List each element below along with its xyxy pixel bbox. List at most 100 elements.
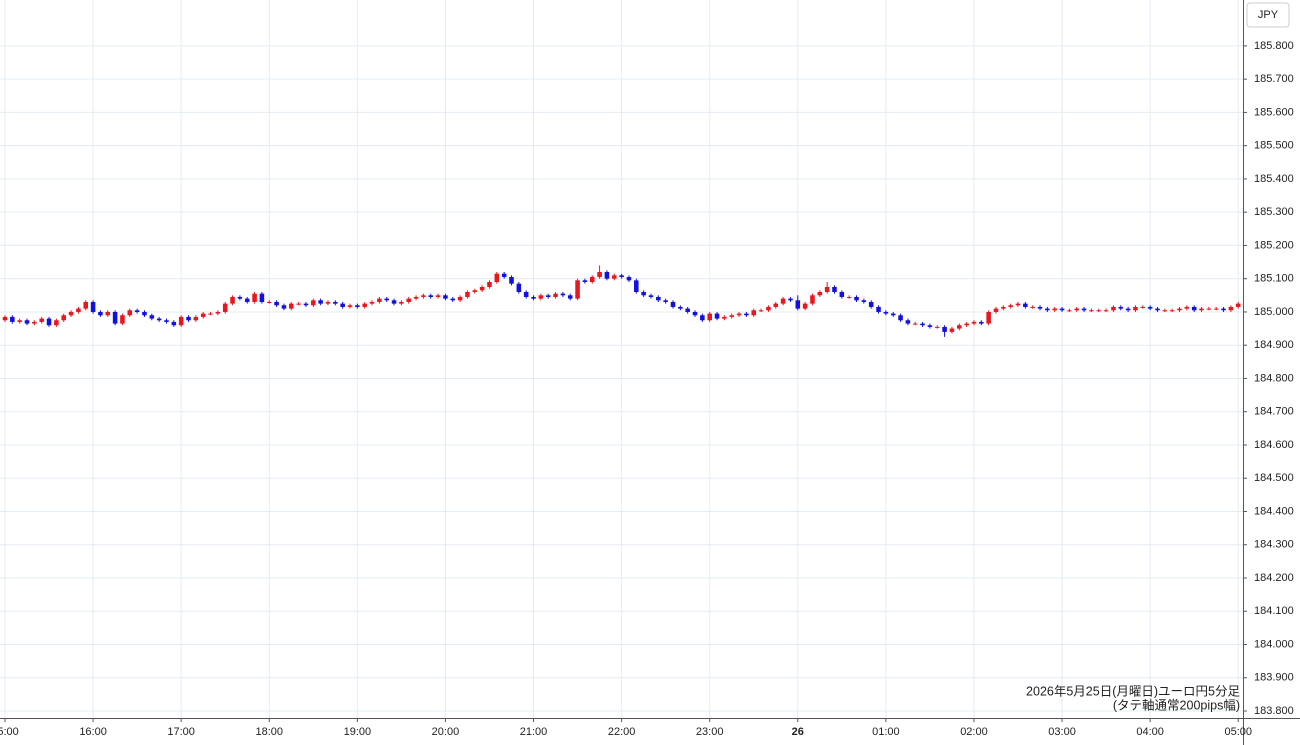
candle-body [993,308,999,312]
candle-body [766,306,771,311]
candle-body [149,315,155,319]
candle-body [575,280,580,299]
candle-body [597,272,602,278]
candle-body [1213,308,1219,310]
candle-body [1235,303,1241,307]
candle-body [421,295,426,297]
candle-body [509,277,514,284]
candle-body [208,313,213,315]
y-tick-label: 185.500 [1254,140,1294,152]
candle-body [406,298,412,302]
candle-body [817,291,823,296]
x-tick-label: 03:00 [1048,726,1076,738]
candle-body [1140,306,1146,308]
y-tick-label: 184.100 [1254,605,1294,617]
candle-body [340,303,345,307]
candle-body [531,296,536,299]
candle-body [1052,308,1057,311]
candle-body [487,282,492,288]
y-tick-label: 184.200 [1254,572,1294,584]
candle-body [1074,308,1080,311]
candle-body [663,300,668,302]
candle-body [1184,306,1190,309]
candle-body [810,295,815,304]
candle-body [553,293,558,297]
candle-body [1067,310,1072,312]
candle-body [802,303,808,309]
y-tick-label: 183.900 [1254,672,1294,684]
x-tick-label: 20:00 [432,726,460,738]
y-tick-label: 185.700 [1254,73,1294,85]
candle-body [399,301,404,304]
candle-body [200,313,206,317]
candle-body [1030,306,1035,308]
candle-body [311,300,316,306]
axes: 183.800 183.900 184.000 184.100 184.200 184.3… [0,40,1294,738]
candle-body [971,321,977,324]
annotation: 2026年5月25日(月曜日)ユーロ円5分足 [1026,684,1240,698]
candle-body [142,311,147,316]
x-tick-label: 15:00 [0,726,19,738]
candle-body [186,316,191,321]
candle-body [164,320,169,322]
candle-body [333,301,338,304]
y-tick-label: 184.300 [1254,539,1294,551]
candle-body [457,296,463,301]
candle-body [1177,308,1182,311]
candle-body [450,298,456,301]
x-tick-label: 23:00 [696,726,724,738]
candle-body [795,300,801,309]
candle-body [90,301,96,312]
candle-body [465,291,470,297]
currency-label: JPY [1258,9,1279,21]
candle-body [890,313,896,316]
candle-body [1045,308,1050,311]
candles [2,265,1241,337]
y-tick-label: 184.900 [1254,339,1294,351]
candle-body [252,293,257,302]
candle-body [883,311,889,314]
candle-body [134,310,140,312]
candle-body [355,305,360,307]
candle-body [670,301,676,307]
candle-body [2,316,8,321]
candle-body [707,313,712,321]
candle-body [1206,308,1212,310]
candle-body [619,275,624,278]
y-tick-label: 184.700 [1254,406,1294,418]
candle-body [692,311,698,316]
x-tick-label: 21:00 [520,726,548,738]
candle-body [54,320,59,326]
candle-body [920,323,925,326]
candle-body [1059,308,1065,311]
y-tick-label: 185.200 [1254,239,1294,251]
candle-body [32,321,37,324]
x-tick-label: 04:00 [1136,726,1164,738]
candle-body [656,296,661,301]
candle-body [494,273,500,283]
candle-body [274,301,279,306]
candle-body [861,300,867,302]
candle-body [898,315,903,321]
candle-body [560,293,566,296]
candle-body [61,315,66,321]
candle-body [545,295,551,297]
candle-body [1221,308,1226,311]
candle-body [24,320,30,324]
candle-body [678,306,683,309]
candle-body [443,295,448,299]
candle-body [854,296,859,301]
candle-body [222,303,228,312]
y-tick-label: 184.400 [1254,505,1294,517]
candle-body [318,300,323,304]
candle-body [1023,303,1028,307]
candle-body [1191,306,1197,311]
y-tick-label: 185.600 [1254,106,1294,118]
candle-body [736,313,742,316]
candle-body [377,298,382,302]
candle-body [582,280,588,283]
candle-body [788,298,793,301]
candle-body [215,311,221,314]
candle-body [979,321,984,324]
y-tick-label: 185.000 [1254,306,1294,318]
